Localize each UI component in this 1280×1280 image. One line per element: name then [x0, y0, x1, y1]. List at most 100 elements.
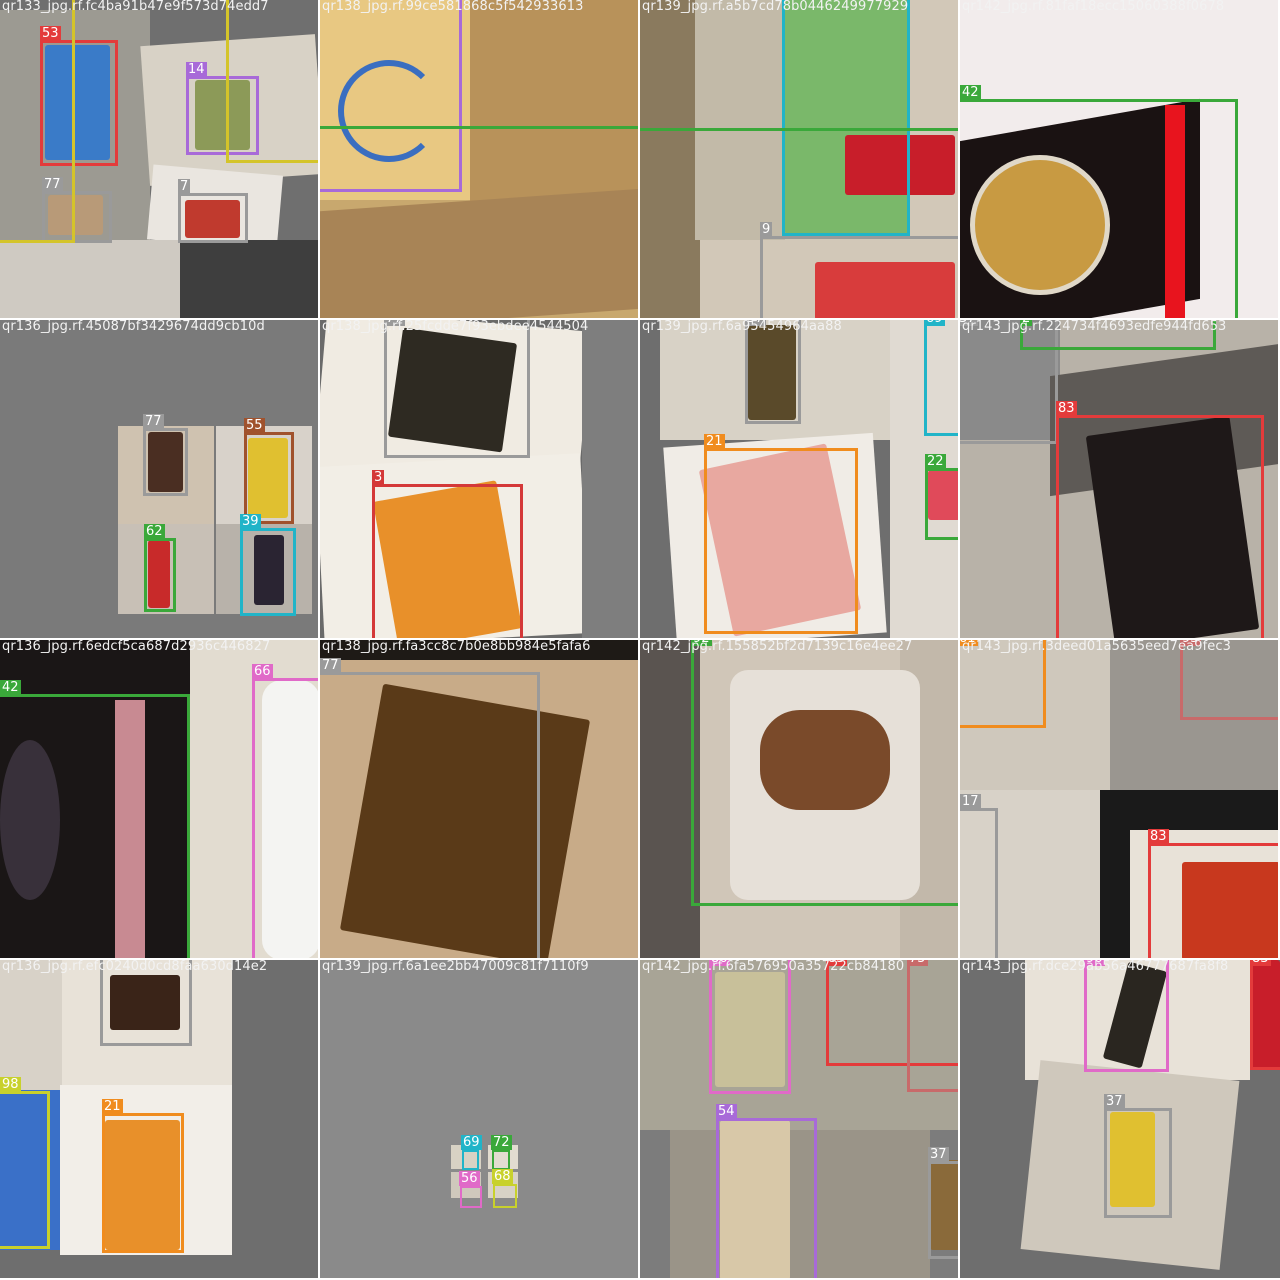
detection-box: [100, 960, 192, 1046]
detection-label: 96: [1084, 960, 1105, 966]
tile-filename: qr139_jpg.rf.6a95454964aa88: [642, 320, 842, 334]
detection-label: 69: [924, 320, 945, 326]
detection-label: 83: [1056, 401, 1077, 416]
tile-filename: qr143_jpg.rf.dce29ab56a46777687fa8f8: [962, 960, 1229, 974]
detection-label: 42: [0, 680, 21, 695]
detection-label: 37: [928, 1147, 949, 1162]
mosaic-tile: 42 66 qr136_jpg.rf.6edcf5ca687d2936c4468…: [0, 640, 320, 960]
detection-label: 14: [186, 62, 207, 77]
detection-box: 21: [102, 1099, 184, 1253]
detection-label: 75: [907, 960, 928, 966]
detection-box: 42: [0, 680, 190, 958]
detection-box: 3: [372, 470, 523, 638]
detection-label: 21: [102, 1099, 123, 1114]
mosaic-tile: 69 72 56 68 qr139_jpg.rf.6a1ee2bb47009c8…: [320, 960, 640, 1280]
detection-label: 86: [709, 960, 730, 966]
detection-label: 95: [1180, 640, 1201, 646]
mosaic-tile: 77 qr138_jpg.rf.fa3cc8c7b0e8bb984e5fafa6: [320, 640, 640, 960]
tile-filename: qr136_jpg.rf.6edcf5ca687d2936c446827: [2, 640, 271, 654]
detection-box: 42: [960, 85, 1238, 318]
detection-label: 98: [0, 1077, 21, 1092]
tile-filename: qr138_jpg.rf.fa3cc8c7b0e8bb984e5fafa6: [322, 640, 591, 654]
mosaic-tile: 86 83 75 54 37 qr142_jpg.rf.6fa576950a35…: [640, 960, 960, 1280]
detection-box: 37: [928, 1147, 958, 1259]
detection-label: 72: [491, 1135, 512, 1150]
mosaic-tile: 96 83 37 qr143_jpg.rf.dce29ab56a46777687…: [960, 960, 1280, 1280]
tile-filename: qr142_jpg.rf.81faf18ecc15060388f0678: [962, 0, 1225, 14]
detection-box: 22: [925, 454, 958, 540]
detection-label: 54: [716, 1104, 737, 1119]
detection-label: 83: [1250, 960, 1271, 966]
detection-box: 72: [491, 1135, 512, 1170]
detection-box: 95: [1180, 640, 1278, 720]
tile-filename: qr143_jpg.rf.3deed01a5635eed7ea9fec3: [962, 640, 1231, 654]
detection-label: 69: [461, 1135, 482, 1150]
detection-box: 77: [42, 177, 112, 243]
detection-label: 17: [960, 794, 981, 809]
detection-box: 66: [252, 664, 318, 958]
detection-label: 37: [960, 320, 978, 326]
detection-box: 17: [960, 794, 998, 958]
detection-label: 62: [144, 524, 165, 539]
detection-label: 83: [826, 960, 847, 966]
mosaic-tile: qr138_jpg.rf.99ce581868c5f542933613: [320, 0, 640, 320]
detection-label: 53: [40, 26, 61, 41]
detection-label: 9: [760, 222, 773, 237]
detection-label: 56: [459, 1171, 480, 1186]
mosaic-tile: 77 3 qr138_jpg.rf.25fcdde7f93ebdee454450…: [320, 320, 640, 640]
tile-filename: qr133_jpg.rf.fc4ba91b47e9f573d74edd7: [2, 0, 269, 14]
detection-box: 37: [1104, 1094, 1172, 1218]
tile-filename: qr136_jpg.rf.45087bf3429674dd9cb10d: [2, 320, 265, 334]
tile-filename: qr138_jpg.rf.25fcdde7f93ebdee4544504: [322, 320, 589, 334]
detection-label: 68: [492, 1169, 513, 1184]
detection-box: 77: [143, 414, 188, 496]
detection-box: 83: [1056, 401, 1264, 638]
tile-filename: qr138_jpg.rf.99ce581868c5f542933613: [322, 0, 584, 14]
detection-label: 61: [960, 640, 978, 646]
tile-filename: qr142_jpg.rf.155852bf2d7139c16e4ee27: [642, 640, 913, 654]
mosaic-tile: 61 95 17 83 qr143_jpg.rf.3deed01a5635eed…: [960, 640, 1280, 960]
detection-box: 37: [960, 320, 1058, 444]
mosaic-tile: 37 69 21 22 qr139_jpg.rf.6a95454964aa88: [640, 320, 960, 640]
detection-box: 68: [492, 1169, 517, 1208]
detection-box: 83: [1148, 829, 1278, 958]
detection-box: 96: [1084, 960, 1169, 1072]
detection-box: 98: [0, 1077, 50, 1249]
detection-label: 55: [244, 418, 265, 433]
detection-box: 7: [178, 179, 248, 243]
detection-box: 2: [1020, 320, 1216, 350]
detection-box: 54: [716, 1104, 817, 1278]
detection-box: 92: [691, 640, 958, 906]
detection-label: 77: [143, 414, 164, 429]
detection-label: 42: [960, 85, 981, 100]
detection-label: 2: [1020, 320, 1033, 326]
detection-label: 77: [384, 320, 405, 326]
detection-label: 3: [372, 470, 385, 485]
detection-box: 69: [461, 1135, 482, 1170]
detection-box: 75: [907, 960, 958, 1092]
detection-label: 77: [320, 658, 341, 673]
tile-filename: qr139_jpg.rf.6a1ee2bb47009c81f7110f9: [322, 960, 589, 974]
detection-box: 56: [459, 1171, 482, 1208]
mosaic-tile: 98 21 qr136_jpg.rf.efc0240d0cd8faa630d14…: [0, 960, 320, 1280]
mosaic-tile: 42 qr142_jpg.rf.81faf18ecc15060388f0678: [960, 0, 1280, 320]
tile-filename: qr136_jpg.rf.efc0240d0cd8faa630d14e2: [2, 960, 268, 974]
detection-box: 21: [704, 434, 858, 634]
detection-box: 62: [144, 524, 176, 612]
detection-box: 9: [760, 222, 958, 318]
detection-label: 7: [178, 179, 191, 194]
tile-filename: qr139_jpg.rf.a5b7cd78b0446249977929: [642, 0, 909, 14]
mosaic-tile: 53 14 77 7 qr133_jpg.rf.fc4ba91b47e9f573…: [0, 0, 320, 320]
detection-box: 69: [924, 320, 958, 436]
detection-box: 14: [186, 62, 259, 155]
detection-box: 83: [826, 960, 958, 1066]
detection-box: 53: [40, 26, 118, 166]
detection-label: 37: [1104, 1094, 1125, 1109]
detection-box: 86: [709, 960, 791, 1094]
mosaic-tile: 37 2 83 qr143_jpg.rf.224734f4693edfe944f…: [960, 320, 1280, 640]
detection-box: 37: [745, 320, 801, 424]
mosaic-tile: 77 55 62 39 qr136_jpg.rf.45087bf3429674d…: [0, 320, 320, 640]
tile-filename: qr142_jpg.rf.6fa576950a35722cb84180: [642, 960, 905, 974]
mosaic-tile: 92 qr142_jpg.rf.155852bf2d7139c16e4ee27: [640, 640, 960, 960]
